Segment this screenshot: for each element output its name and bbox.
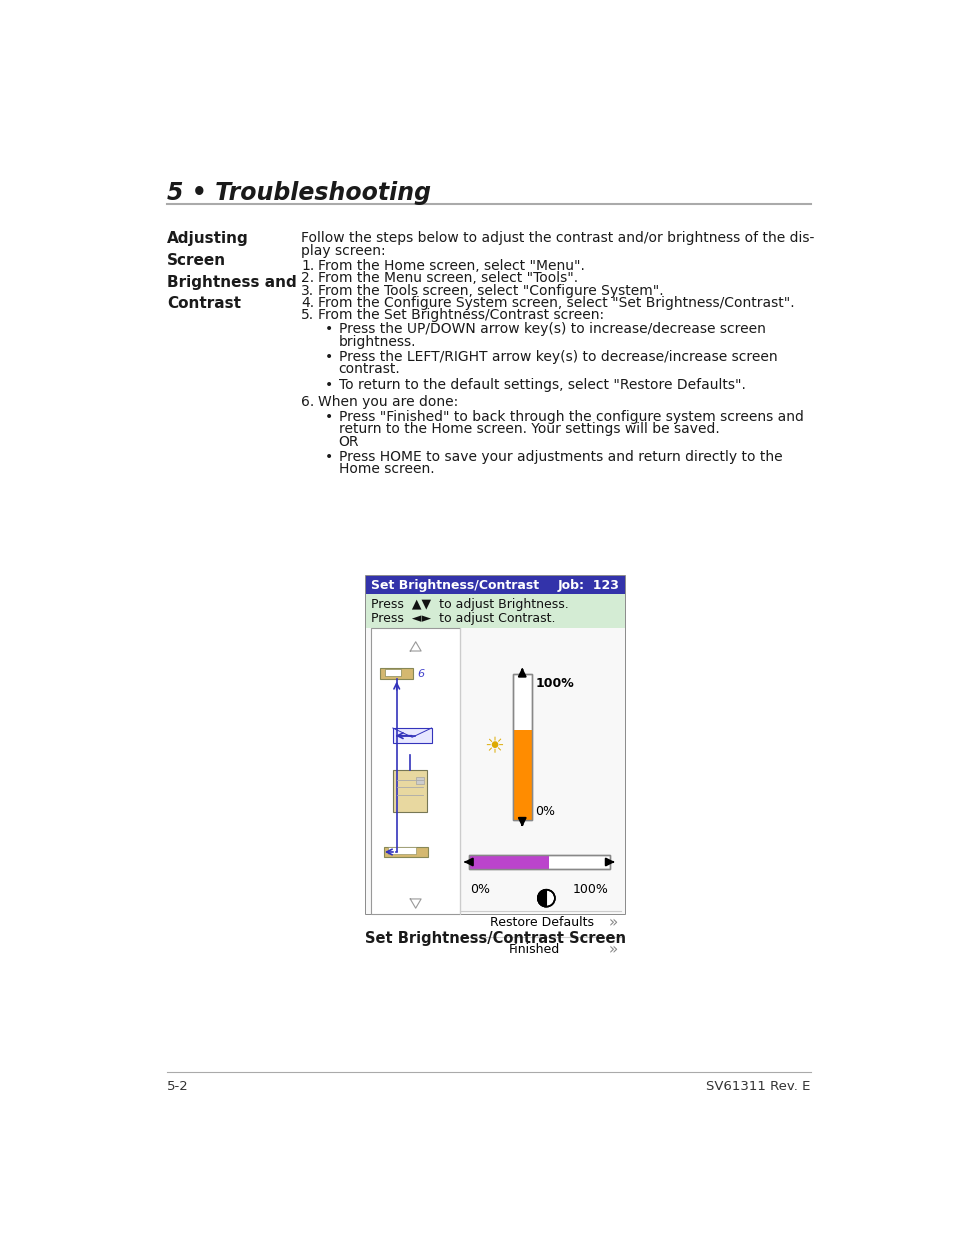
- Bar: [468, 855, 609, 869]
- Bar: [513, 674, 531, 820]
- Text: Restore Defaults: Restore Defaults: [489, 916, 593, 929]
- Text: SV61311 Rev. E: SV61311 Rev. E: [705, 1079, 810, 1093]
- Text: Set Brightness/Contrast: Set Brightness/Contrast: [371, 579, 538, 592]
- Text: Press the UP/DOWN arrow key(s) to increase/decrease screen: Press the UP/DOWN arrow key(s) to increa…: [338, 322, 764, 336]
- Text: »: »: [608, 942, 617, 957]
- Text: 0%: 0%: [470, 883, 490, 895]
- Text: contrast.: contrast.: [338, 362, 400, 377]
- Bar: [416, 777, 423, 784]
- Text: ☀: ☀: [484, 737, 504, 757]
- Bar: [380, 668, 413, 679]
- Text: 100%: 100%: [572, 883, 608, 895]
- Polygon shape: [537, 889, 546, 906]
- Text: When you are done:: When you are done:: [318, 395, 458, 409]
- Circle shape: [537, 889, 555, 906]
- Text: From the Tools screen, select "Configure System".: From the Tools screen, select "Configure…: [318, 284, 663, 298]
- Text: •: •: [324, 378, 333, 391]
- Text: 0%: 0%: [535, 805, 555, 818]
- Text: 1.: 1.: [301, 259, 314, 273]
- Bar: [468, 855, 548, 869]
- Text: Press "Finished" to back through the configure system screens and: Press "Finished" to back through the con…: [338, 410, 802, 424]
- Text: brightness.: brightness.: [338, 335, 416, 348]
- Bar: [365, 627, 624, 914]
- Text: 6: 6: [417, 669, 424, 679]
- Text: Job:  123: Job: 123: [558, 579, 619, 592]
- Bar: [385, 669, 400, 676]
- Text: OR: OR: [338, 435, 358, 448]
- Text: return to the Home screen. Your settings will be saved.: return to the Home screen. Your settings…: [338, 422, 719, 436]
- Text: To return to the default settings, select "Restore Defaults".: To return to the default settings, selec…: [338, 378, 744, 391]
- Text: Press HOME to save your adjustments and return directly to the: Press HOME to save your adjustments and …: [338, 450, 781, 464]
- Text: From the Menu screen, select "Tools".: From the Menu screen, select "Tools".: [318, 272, 578, 285]
- Text: 4.: 4.: [301, 296, 314, 310]
- Text: 3.: 3.: [301, 284, 314, 298]
- Text: Adjusting
Screen
Brightness and
Contrast: Adjusting Screen Brightness and Contrast: [167, 231, 296, 311]
- Text: •: •: [324, 410, 333, 424]
- Text: Press  ◄►  to adjust Contrast.: Press ◄► to adjust Contrast.: [371, 613, 555, 625]
- Bar: [371, 627, 459, 914]
- Bar: [468, 855, 609, 869]
- Text: Press the LEFT/RIGHT arrow key(s) to decrease/increase screen: Press the LEFT/RIGHT arrow key(s) to dec…: [338, 350, 777, 364]
- Text: •: •: [324, 322, 333, 336]
- Bar: [365, 576, 624, 914]
- Text: 5-2: 5-2: [167, 1079, 189, 1093]
- Text: From the Configure System screen, select "Set Brightness/Contrast".: From the Configure System screen, select…: [318, 296, 794, 310]
- Bar: [383, 847, 428, 857]
- Text: »: »: [608, 915, 617, 930]
- Text: •: •: [324, 350, 333, 364]
- Text: 100%: 100%: [535, 677, 574, 690]
- Text: 5.: 5.: [301, 309, 314, 322]
- Text: Finished: Finished: [509, 944, 559, 956]
- Text: Set Brightness/Contrast Screen: Set Brightness/Contrast Screen: [365, 931, 625, 946]
- Bar: [513, 730, 531, 820]
- Bar: [393, 771, 427, 811]
- Text: 5 • Troubleshooting: 5 • Troubleshooting: [167, 180, 431, 205]
- Text: Home screen.: Home screen.: [338, 462, 434, 477]
- Text: play screen:: play screen:: [301, 243, 386, 258]
- Text: 6.: 6.: [301, 395, 314, 409]
- Bar: [388, 847, 416, 853]
- Text: Follow the steps below to adjust the contrast and/or brightness of the dis-: Follow the steps below to adjust the con…: [301, 231, 814, 246]
- Text: •: •: [324, 450, 333, 464]
- Text: From the Set Brightness/Contrast screen:: From the Set Brightness/Contrast screen:: [318, 309, 604, 322]
- Text: 2.: 2.: [301, 272, 314, 285]
- Bar: [513, 674, 531, 820]
- Bar: [365, 576, 624, 594]
- Bar: [365, 594, 624, 627]
- Text: Press  ▲▼  to adjust Brightness.: Press ▲▼ to adjust Brightness.: [371, 598, 568, 611]
- Text: From the Home screen, select "Menu".: From the Home screen, select "Menu".: [318, 259, 585, 273]
- Bar: [393, 727, 431, 743]
